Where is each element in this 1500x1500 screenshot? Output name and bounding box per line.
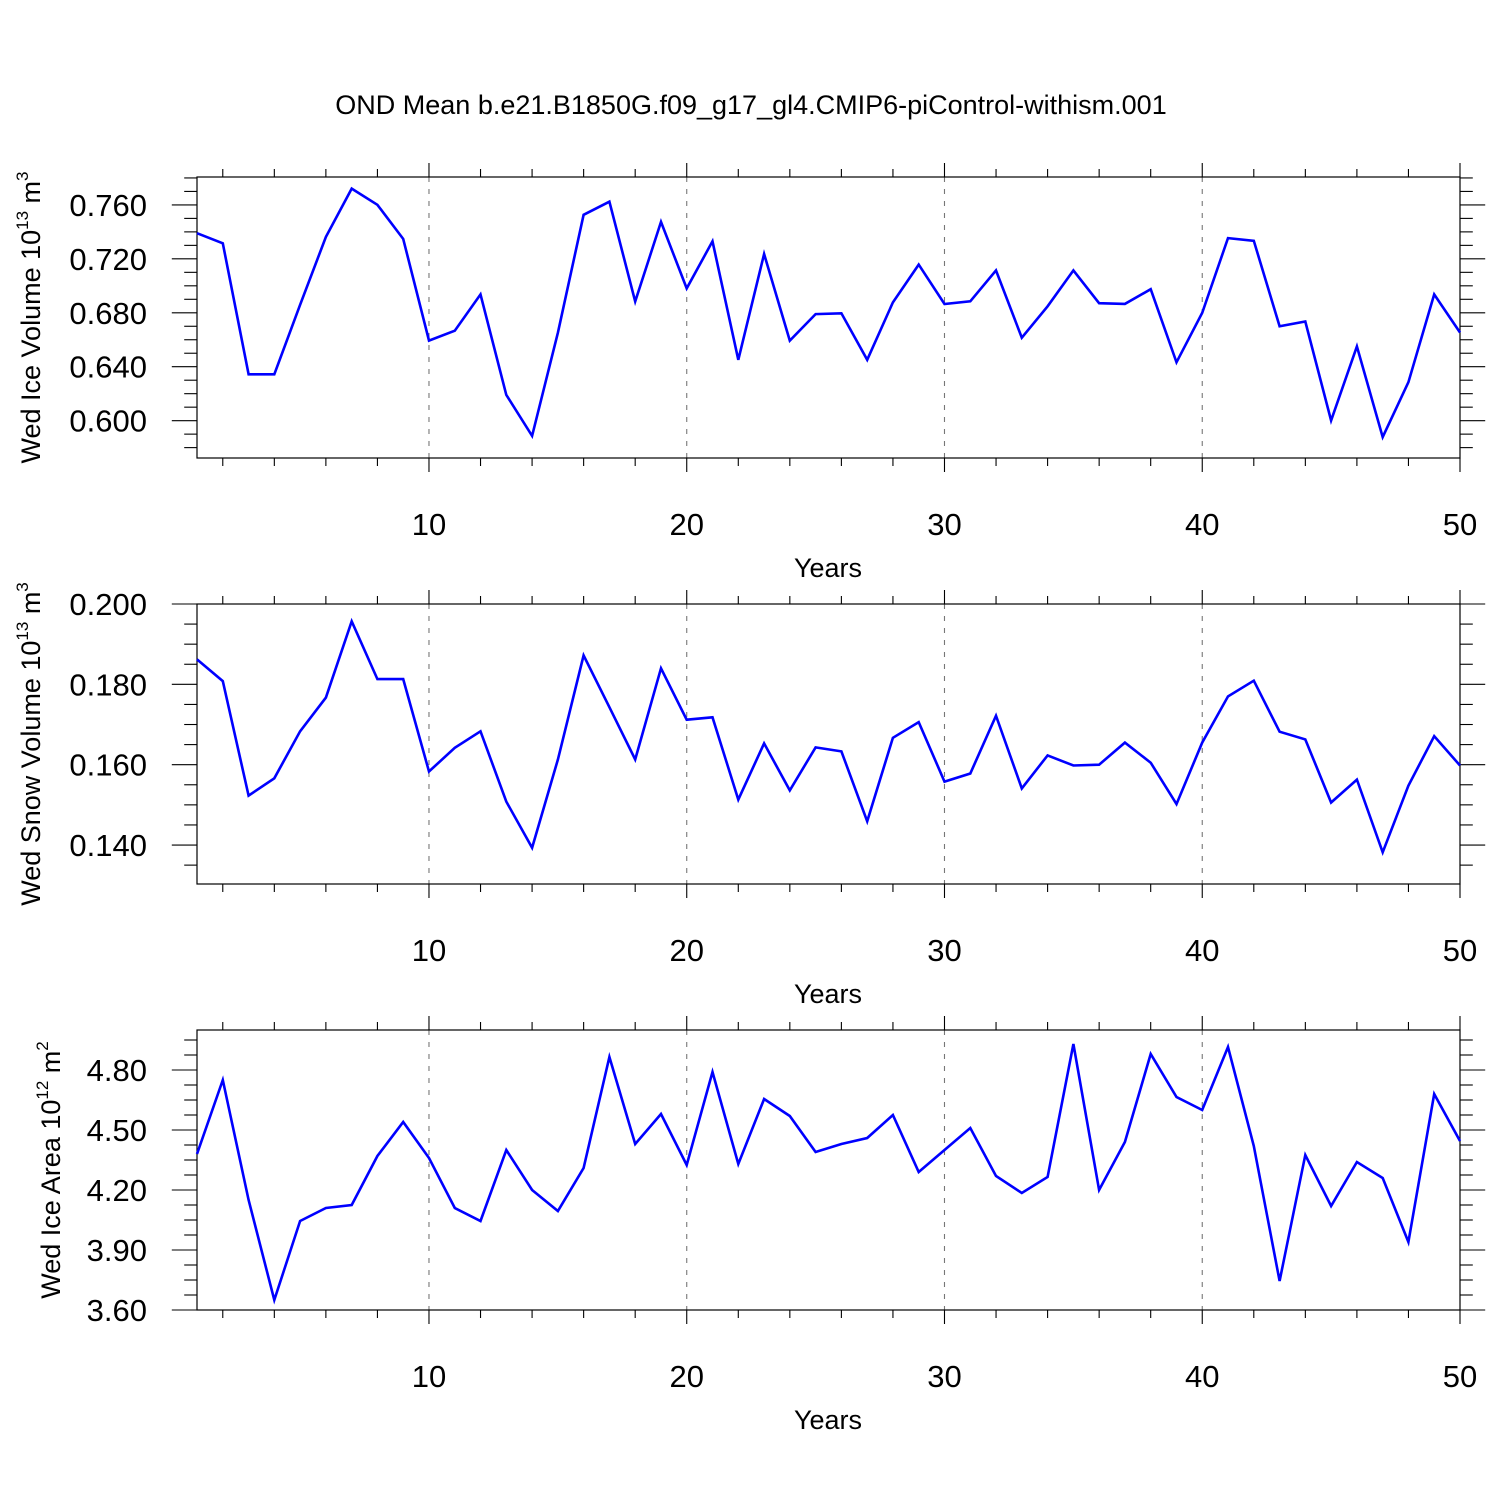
- y-tick-label: 0.140: [69, 828, 147, 863]
- y-axis-title-unit-exponent: 2: [33, 1041, 52, 1050]
- y-axis-title-exponent: 13: [13, 211, 32, 230]
- y-tick-label: 0.160: [69, 748, 147, 783]
- y-tick-label: 0.640: [69, 350, 147, 385]
- x-tick-label: 30: [927, 507, 961, 542]
- y-tick-label: 4.20: [87, 1173, 147, 1208]
- x-tick-label: 20: [669, 1359, 703, 1394]
- x-tick-label: 10: [412, 1359, 446, 1394]
- plot-frame: [196, 1029, 1461, 1311]
- y-axis-title-text: Wed Snow Volume 10: [16, 641, 46, 906]
- x-tick-label: 40: [1185, 507, 1219, 542]
- y-tick-label: 4.80: [87, 1053, 147, 1088]
- plot-frame: [196, 176, 1461, 459]
- panel-3: 10 20 30 40 50 Years 3.60 3.90 4.20 4.50 4.80 Wed I…: [33, 1016, 1486, 1435]
- y-tick-label: 0.720: [69, 242, 147, 277]
- y-tick-label: 0.600: [69, 404, 147, 439]
- panel-2: 10 20 30 40 50 Years 0.140 0.160 0.180 0.200 Wed S…: [13, 582, 1486, 1009]
- y-axis-title-unit: m: [16, 592, 46, 622]
- y-axis-title-unit: m: [16, 181, 46, 211]
- x-tick-label: 50: [1443, 507, 1477, 542]
- y-axis-title-text: Wed Ice Volume 10: [16, 230, 46, 464]
- plot-frame: [196, 603, 1461, 885]
- panels: 10 20 30 40 50 Years 0.600 0.640 0.680 0.720 0.760…: [13, 163, 1486, 1435]
- panel-1: 10 20 30 40 50 Years 0.600 0.640 0.680 0.720 0.760…: [13, 163, 1486, 583]
- chart-title: OND Mean b.e21.B1850G.f09_g17_gl4.CMIP6-…: [335, 90, 1166, 120]
- y-tick-label: 3.60: [87, 1293, 147, 1328]
- y-axis-title-text: Wed Ice Area 10: [36, 1100, 66, 1299]
- y-axis-title-unit: m: [36, 1051, 66, 1081]
- series-line: [196, 617, 1461, 857]
- y-tick-label: 4.50: [87, 1113, 147, 1148]
- series-line: [195, 1042, 1462, 1305]
- y-tick-label: 0.680: [69, 296, 147, 331]
- y-tick-label: 0.180: [69, 667, 147, 702]
- x-tick-label: 20: [669, 507, 703, 542]
- x-tick-label: 50: [1443, 933, 1477, 968]
- y-axis-title: Wed Ice Volume 1013 m3: [13, 171, 46, 463]
- y-axis-title-exponent: 12: [33, 1081, 52, 1100]
- y-tick-label: 0.760: [69, 188, 147, 223]
- x-tick-label: 10: [412, 933, 446, 968]
- x-axis-title: Years: [794, 553, 862, 583]
- x-tick-label: 40: [1185, 1359, 1219, 1394]
- x-tick-label: 30: [927, 1359, 961, 1394]
- x-tick-label: 30: [927, 933, 961, 968]
- x-tick-label: 50: [1443, 1359, 1477, 1394]
- y-tick-label: 0.200: [69, 587, 147, 622]
- series-line: [196, 186, 1462, 441]
- x-tick-label: 20: [669, 933, 703, 968]
- y-tick-label: 3.90: [87, 1233, 147, 1268]
- x-tick-label: 10: [412, 507, 446, 542]
- x-axis-title: Years: [794, 979, 862, 1009]
- x-tick-label: 40: [1185, 933, 1219, 968]
- y-axis-title: Wed Ice Area 1012 m2: [33, 1041, 66, 1299]
- y-axis-title-unit-exponent: 3: [13, 171, 32, 180]
- y-axis-title-exponent: 13: [13, 622, 32, 641]
- x-axis-title: Years: [794, 1405, 862, 1435]
- y-axis-title: Wed Snow Volume 1013 m3: [13, 582, 46, 906]
- y-axis-title-unit-exponent: 3: [13, 582, 32, 591]
